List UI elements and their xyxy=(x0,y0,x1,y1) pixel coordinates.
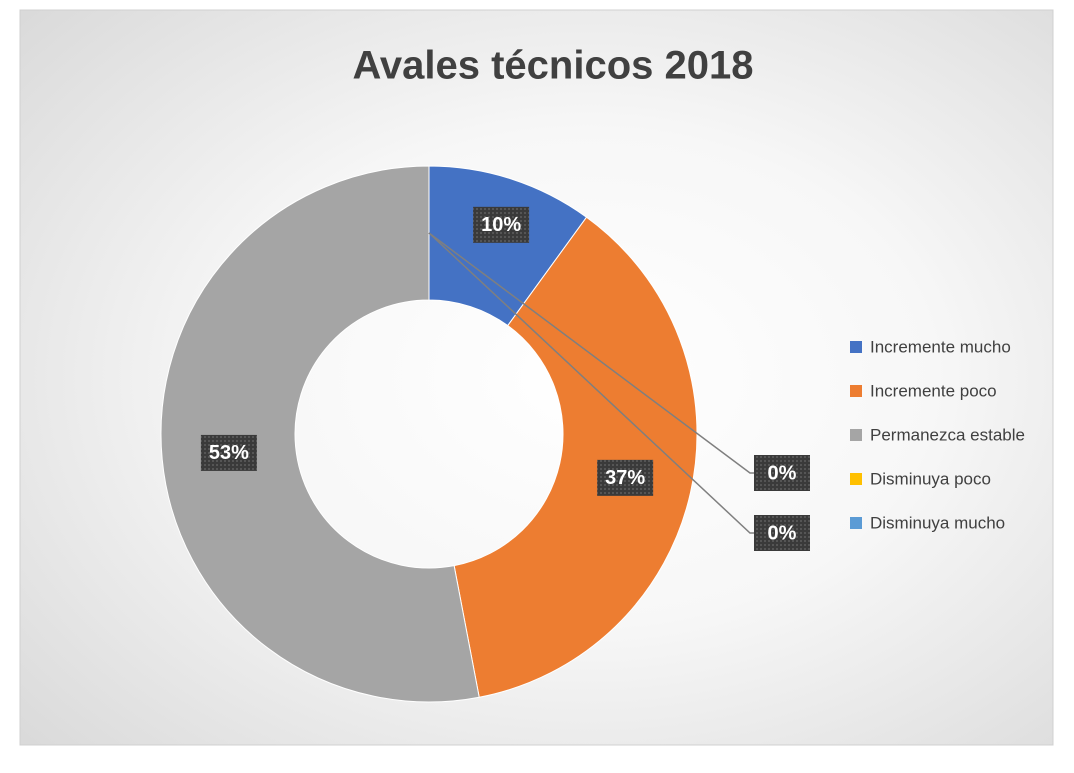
legend-label: Disminuya mucho xyxy=(870,513,1005,532)
data-label-box xyxy=(597,459,654,496)
data-label: 0% xyxy=(768,462,797,484)
leader-line xyxy=(428,232,754,534)
data-label-box xyxy=(754,515,810,551)
chart-title: Avales técnicos 2018 xyxy=(353,44,754,88)
legend-label: Disminuya poco xyxy=(870,469,991,488)
legend-swatch xyxy=(850,341,862,353)
slice xyxy=(453,216,698,698)
slice xyxy=(160,165,480,703)
data-label: 37% xyxy=(605,467,645,489)
leader-line xyxy=(428,232,754,474)
legend-swatch xyxy=(850,385,862,397)
data-label: 0% xyxy=(768,522,797,544)
legend-label: Permanezca estable xyxy=(870,425,1025,444)
data-label: 10% xyxy=(481,214,521,236)
data-label-box xyxy=(754,455,810,491)
legend-label: Incremente mucho xyxy=(870,337,1011,356)
legend-swatch xyxy=(850,429,862,441)
legend-label: Incremente poco xyxy=(870,381,997,400)
data-label-box xyxy=(200,434,257,471)
legend-swatch xyxy=(850,473,862,485)
legend-swatch xyxy=(850,517,862,529)
data-label: 53% xyxy=(209,442,249,464)
data-label-box xyxy=(473,206,530,243)
